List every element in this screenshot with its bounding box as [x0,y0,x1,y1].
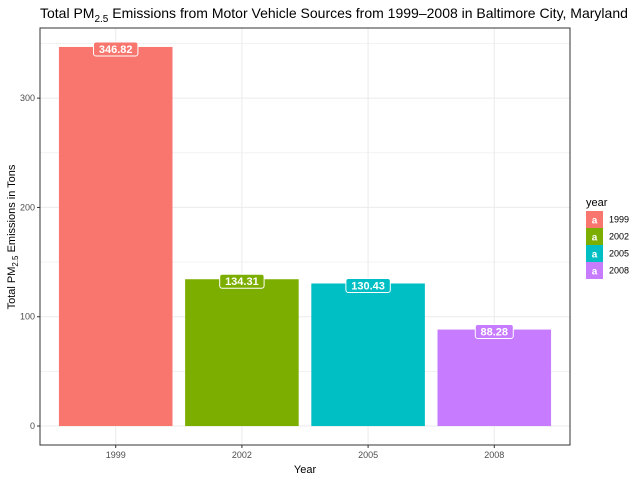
data-label-1999: 346.82 [93,41,139,57]
legend-key [586,245,603,262]
bar-2008 [437,329,552,427]
bar-2005 [311,283,425,427]
x-tick-label: 1999 [106,450,126,460]
x-axis: 1999 2002 2005 2008 [106,445,504,460]
y-tick-label: 300 [20,93,35,103]
legend-key [586,228,603,245]
bars [58,46,552,427]
y-axis-label: Total PM2.5 Emissions in Tons [6,164,20,309]
y-axis-label-subscript: 2.5 [11,255,20,267]
legend-key-glyph: a [592,267,598,278]
legend-key-glyph: a [592,233,598,244]
legend-entry-2002: a 2002 [586,228,629,245]
legend-label: 2008 [609,266,629,276]
legend-key [586,211,603,228]
legend-key [586,262,603,279]
legend-label: 1999 [609,215,629,225]
x-axis-label: Year [294,464,317,476]
plot-panel-border [39,27,571,446]
legend-label: 2002 [609,232,629,242]
data-label-box [93,41,139,57]
legend-key-glyph: a [592,216,598,227]
x-tick-label: 2008 [484,450,504,460]
chart-title-subscript: 2.5 [94,14,108,25]
y-tick-label: 200 [20,202,35,212]
legend-entry-2005: a 2005 [586,245,629,262]
legend-entries: a 1999 a 2002 a 2005 a 2008 [586,211,629,279]
x-tick-label: 2005 [358,450,378,460]
data-label-2005: 130.43 [345,277,391,293]
legend-key-glyph: a [592,250,598,261]
y-axis-label-suffix: Emissions in Tons [6,164,18,255]
bar-1999 [58,46,173,427]
chart-title-prefix: Total PM [40,5,94,21]
data-label-value: 134.31 [225,276,259,288]
y-axis-label-prefix: Total PM [6,267,18,310]
legend-entry-2008: a 2008 [586,262,629,279]
chart-title: Total PM2.5 Emissions from Motor Vehicle… [40,5,628,25]
y-axis: 0 100 200 300 [20,93,40,431]
y-tick-label: 0 [30,421,35,431]
data-label-box [474,324,514,340]
y-tick-label: 100 [20,312,35,322]
data-label-value: 346.82 [99,44,133,56]
data-label-value: 130.43 [351,280,385,292]
bar-2002 [185,279,299,427]
x-tick-label: 2002 [232,450,252,460]
legend: year a 1999 a 2002 a 2005 a 2008 [586,197,629,279]
data-label-box [345,277,391,293]
data-label-2002: 134.31 [219,273,265,289]
chart-title-suffix: Emissions from Motor Vehicle Sources fro… [108,5,628,21]
legend-title: year [586,197,608,209]
data-labels: 346.82 134.31 130.43 88.28 [93,41,514,340]
legend-label: 2005 [609,249,629,259]
data-label-value: 88.28 [481,327,509,339]
legend-entry-1999: a 1999 [586,211,629,228]
data-label-box [219,273,265,289]
data-label-2008: 88.28 [474,324,514,340]
